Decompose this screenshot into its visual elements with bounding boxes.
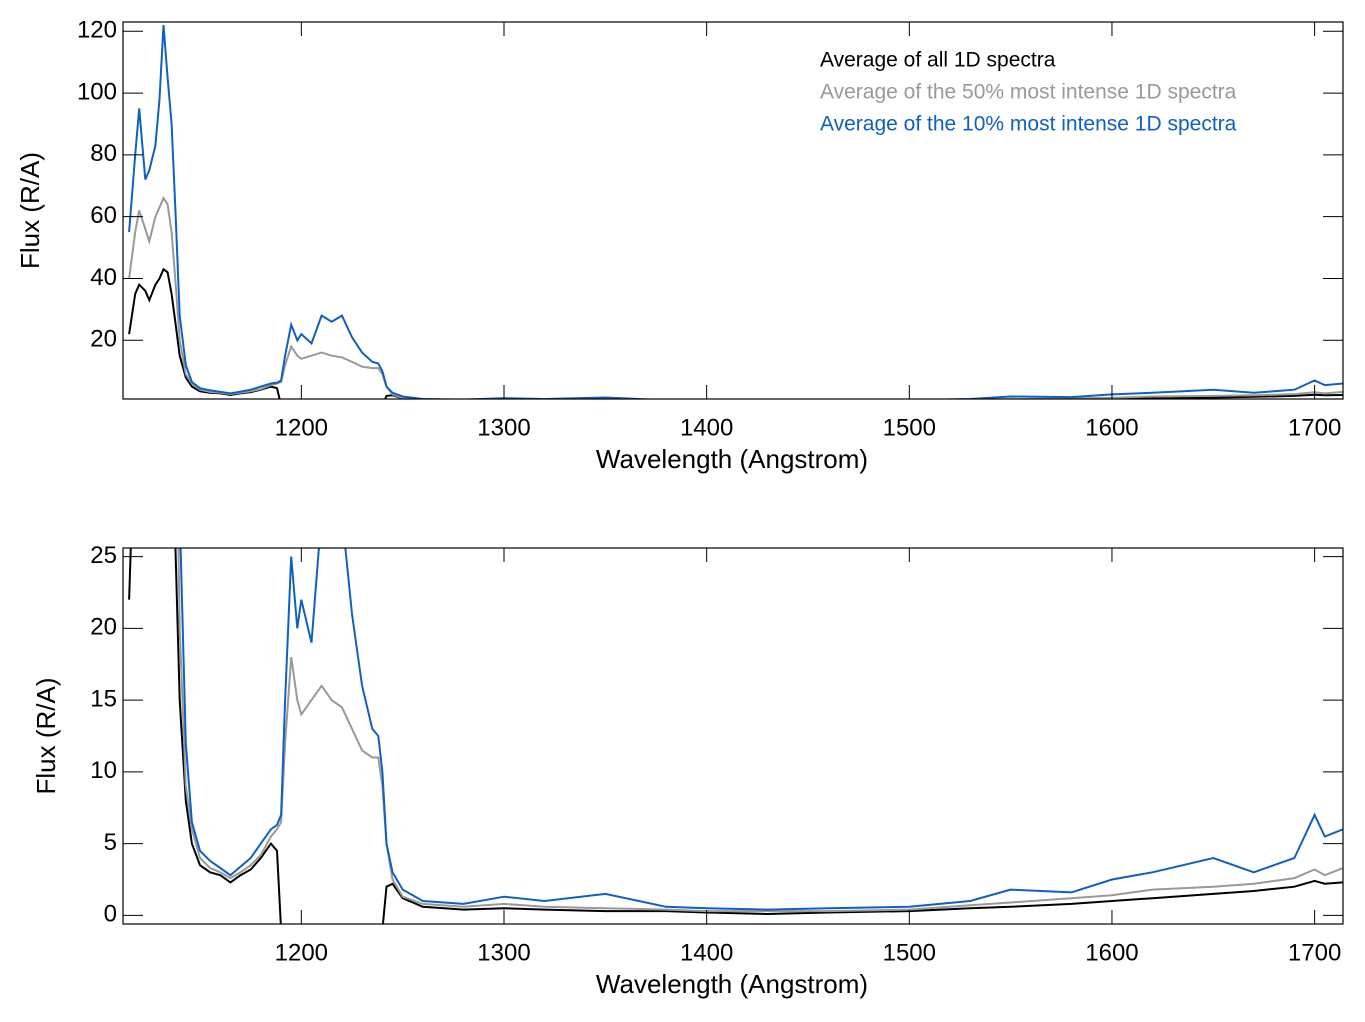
x-tick-label: 1400 <box>680 414 733 441</box>
y-tick-label: 25 <box>90 542 117 569</box>
x-tick-label: 1300 <box>477 414 530 441</box>
legend-label: Average of all 1D spectra <box>820 49 1056 72</box>
series-line <box>128 548 1343 924</box>
x-tick-label: 1500 <box>883 939 936 966</box>
y-tick-label: 15 <box>90 685 117 712</box>
x-tick-label: 1500 <box>883 414 936 441</box>
x-axis-title: Wavelength (Angstrom) <box>596 969 868 999</box>
series-line <box>177 548 1343 913</box>
y-tick-label: 60 <box>90 202 117 229</box>
plot-frame <box>122 547 1344 925</box>
y-tick-label: 80 <box>90 140 117 167</box>
x-tick-label: 1600 <box>1085 939 1138 966</box>
x-tick-label: 1700 <box>1288 939 1341 966</box>
series-line <box>179 548 1343 911</box>
y-tick-label: 10 <box>90 757 117 784</box>
series-line <box>128 25 1343 399</box>
y-tick-label: 100 <box>77 78 117 105</box>
plot-frame <box>122 21 1344 400</box>
x-tick-label: 1600 <box>1085 414 1138 441</box>
y-tick-label: 5 <box>104 829 117 856</box>
x-tick-label: 1200 <box>275 414 328 441</box>
y-tick-label: 40 <box>90 264 117 291</box>
legend-label: Average of the 50% most intense 1D spect… <box>820 81 1237 104</box>
y-tick-label: 120 <box>77 17 117 44</box>
y-tick-label: 20 <box>90 614 117 641</box>
y-tick-label: 0 <box>104 901 117 928</box>
x-axis-title: Wavelength (Angstrom) <box>596 444 868 474</box>
x-tick-label: 1200 <box>275 939 328 966</box>
y-tick-label: 20 <box>90 326 117 353</box>
plot-area <box>128 548 1343 924</box>
x-tick-label: 1300 <box>477 939 530 966</box>
series-line <box>128 267 1343 399</box>
y-axis-title: Flux (R/A) <box>31 678 61 795</box>
x-tick-label: 1700 <box>1288 414 1341 441</box>
y-axis-title: Flux (R/A) <box>15 152 45 269</box>
x-tick-label: 1400 <box>680 939 733 966</box>
plot-area <box>128 25 1343 399</box>
series-line <box>128 196 1343 399</box>
legend-label: Average of the 10% most intense 1D spect… <box>820 113 1237 136</box>
